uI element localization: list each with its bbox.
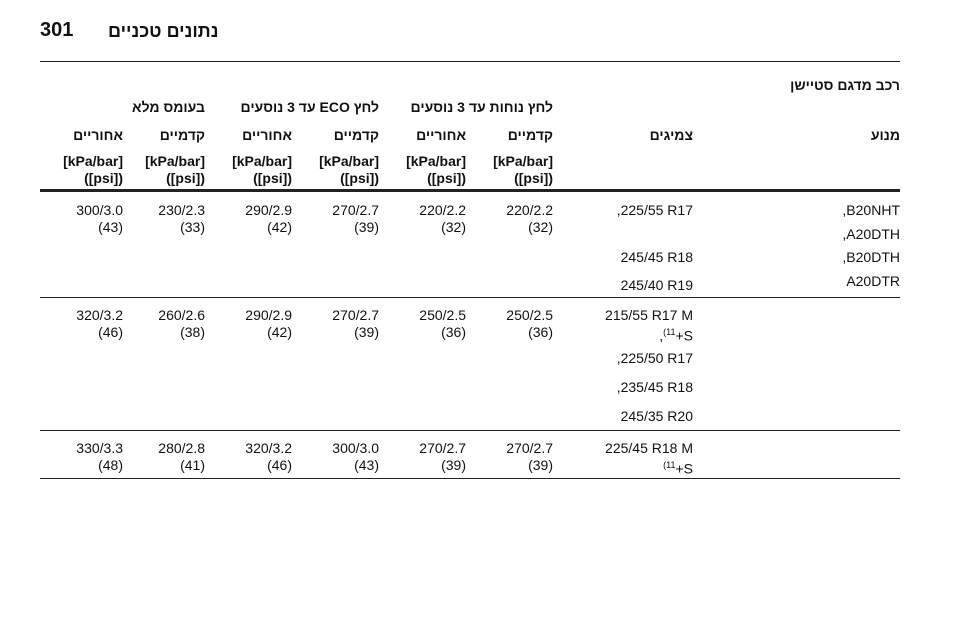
rule	[40, 478, 900, 479]
pressure: (38)	[180, 324, 205, 340]
pressure: 220/2.2	[419, 202, 466, 218]
tire: ,225/50 R17	[616, 350, 693, 366]
section-title: רכב מדגם סטיישן	[790, 77, 900, 93]
unit: ([psi])	[253, 170, 292, 186]
pressure: (39)	[528, 457, 553, 473]
pressure: 330/3.3	[76, 440, 123, 456]
pressure: 290/2.9	[245, 307, 292, 323]
rule	[40, 61, 900, 62]
pressure: 290/2.9	[245, 202, 292, 218]
pressure: (42)	[267, 219, 292, 235]
unit: [kPa/bar]	[493, 153, 553, 169]
unit: ([psi])	[340, 170, 379, 186]
pressure: 220/2.2	[506, 202, 553, 218]
pressure: 270/2.7	[332, 307, 379, 323]
page-title: נתונים טכניים	[108, 21, 219, 41]
pressure: 260/2.6	[158, 307, 205, 323]
column-header: אחוריים	[416, 127, 466, 143]
pressure: (39)	[441, 457, 466, 473]
unit: [kPa/bar]	[319, 153, 379, 169]
engine: ,B20NHT	[842, 202, 900, 218]
pressure: (33)	[180, 219, 205, 235]
engine: ,A20DTH	[842, 225, 900, 242]
tire: ,235/45 R18	[616, 379, 693, 395]
pressure: (43)	[354, 457, 379, 473]
unit: ([psi])	[166, 170, 205, 186]
tire: ,225/55 R17	[616, 202, 693, 218]
pressure: (42)	[267, 324, 292, 340]
page-number: 301	[40, 19, 74, 41]
tire: 245/35 R20	[620, 408, 693, 424]
pressure: (46)	[98, 324, 123, 340]
rule	[40, 430, 900, 431]
tire-note-part: (11	[663, 460, 676, 470]
pressure: 270/2.7	[332, 202, 379, 218]
unit: [kPa/bar]	[406, 153, 466, 169]
tire-note: (11+S	[663, 456, 693, 478]
pressure: (41)	[180, 457, 205, 473]
column-header: אחוריים	[242, 127, 292, 143]
column-header: קדמיים	[507, 127, 553, 143]
pressure: 280/2.8	[158, 440, 205, 456]
unit: [kPa/bar]	[232, 153, 292, 169]
tire: 245/40 R19	[620, 277, 693, 293]
group-header: בעומס מלא	[132, 99, 205, 115]
tire: 245/45 R18	[620, 249, 693, 265]
pressure: (36)	[441, 324, 466, 340]
unit: [kPa/bar]	[63, 153, 123, 169]
tire: 215/55 R17 M	[605, 307, 693, 323]
tire-note-part: ,	[659, 327, 664, 344]
pressure: (32)	[441, 219, 466, 235]
pressure: (48)	[98, 457, 123, 473]
pressure: (39)	[354, 324, 379, 340]
engine: ,B20DTH	[842, 249, 900, 265]
pressure: 230/2.3	[158, 202, 205, 218]
group-header: לחץ נוחות עד 3 נוסעים	[410, 99, 553, 115]
pressure: 250/2.5	[419, 307, 466, 323]
unit: ([psi])	[84, 170, 123, 186]
unit: [kPa/bar]	[145, 153, 205, 169]
pressure: (36)	[528, 324, 553, 340]
pressure: (43)	[98, 219, 123, 235]
group-header: לחץ ECO עד 3 נוסעים	[240, 99, 379, 115]
column-header: צמיגים	[649, 127, 693, 143]
column-header: קדמיים	[159, 127, 205, 143]
pressure: 300/3.0	[332, 440, 379, 456]
rule	[40, 297, 900, 298]
pressure: 320/3.2	[76, 307, 123, 323]
engine: A20DTR	[846, 272, 900, 289]
tire-note: ,(11+S	[659, 323, 693, 345]
tire: 225/45 R18 M	[605, 440, 693, 456]
pressure: (46)	[267, 457, 292, 473]
tire-note-part: +S	[675, 460, 693, 477]
pressure: 270/2.7	[506, 440, 553, 456]
rule	[40, 189, 900, 192]
unit: ([psi])	[427, 170, 466, 186]
tire-note-part: +S	[675, 327, 693, 344]
pressure: (32)	[528, 219, 553, 235]
column-header: אחוריים	[73, 127, 123, 143]
unit: ([psi])	[514, 170, 553, 186]
pressure: 320/3.2	[245, 440, 292, 456]
column-header: קדמיים	[333, 127, 379, 143]
pressure: (39)	[354, 219, 379, 235]
tire-note-part: (11	[663, 327, 676, 337]
pressure: 250/2.5	[506, 307, 553, 323]
column-header: מנוע	[870, 127, 900, 143]
pressure: 300/3.0	[76, 202, 123, 218]
pressure: 270/2.7	[419, 440, 466, 456]
